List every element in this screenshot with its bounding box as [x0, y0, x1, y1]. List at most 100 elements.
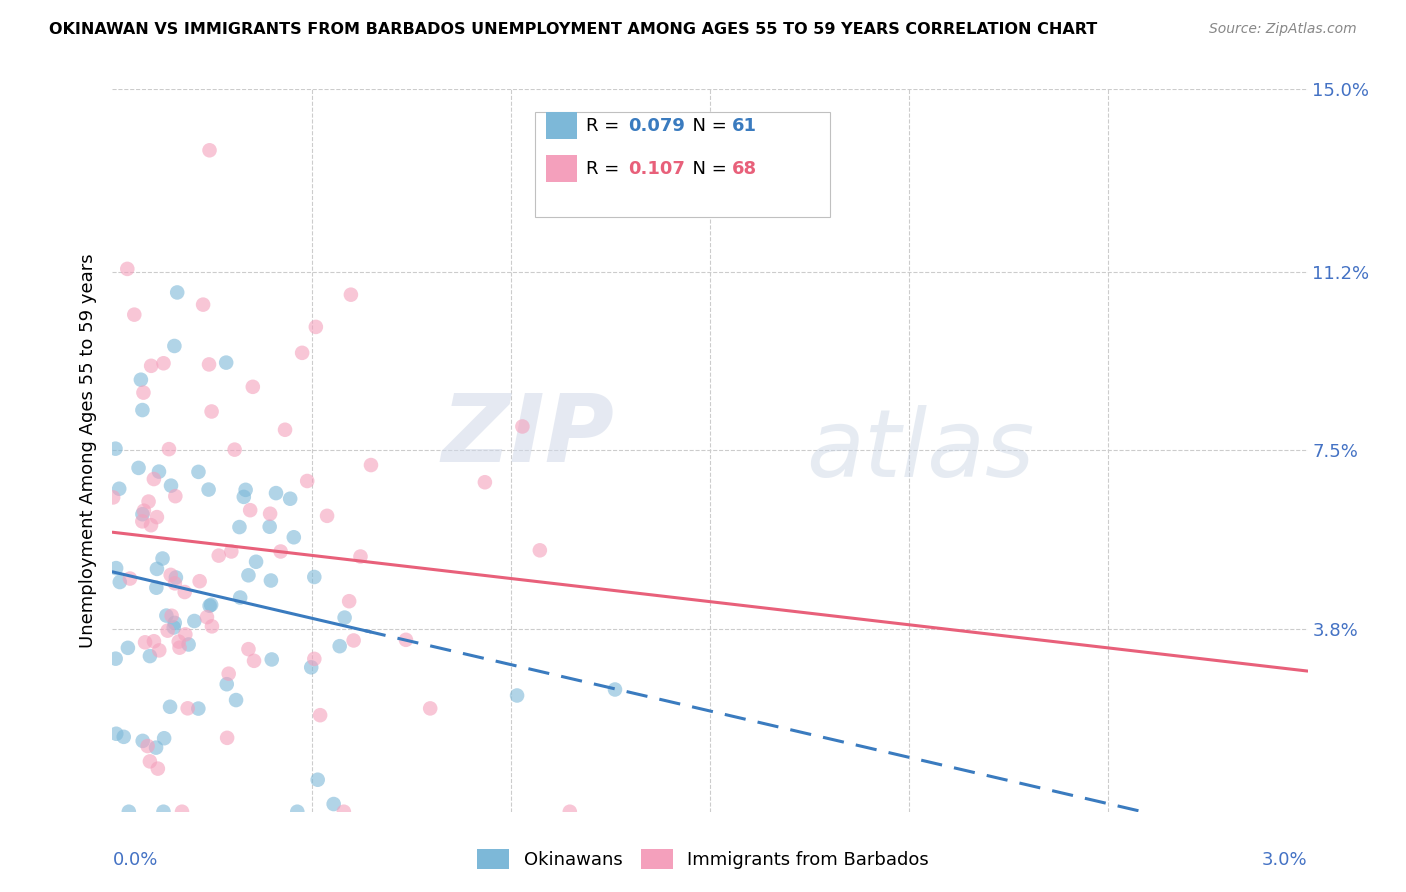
Point: [136, 739, 159, 753]
Point: [131, 734, 153, 748]
Point: [198, 358, 221, 372]
Point: [148, 643, 170, 657]
Point: [238, 568, 260, 582]
Point: [138, 494, 160, 508]
Point: [118, 572, 141, 586]
Point: [215, 356, 238, 370]
Point: [155, 608, 177, 623]
Point: [195, 610, 218, 624]
Point: [333, 805, 356, 819]
Point: [191, 298, 214, 312]
Point: [270, 544, 292, 558]
Point: [232, 490, 254, 504]
Text: Source: ZipAtlas.com: Source: ZipAtlas.com: [1209, 22, 1357, 37]
Point: [167, 634, 190, 648]
Point: [152, 551, 174, 566]
Point: [163, 620, 186, 634]
Point: [299, 660, 322, 674]
Point: [229, 591, 252, 605]
Point: [145, 581, 167, 595]
Point: [132, 504, 155, 518]
Point: [198, 599, 221, 613]
Text: atlas: atlas: [806, 405, 1033, 496]
Point: [187, 465, 209, 479]
Point: [198, 143, 221, 157]
Point: [259, 507, 281, 521]
Point: [291, 346, 314, 360]
Point: [225, 693, 247, 707]
Point: [176, 701, 198, 715]
Text: R =: R =: [586, 117, 624, 135]
Point: [145, 740, 167, 755]
Point: [163, 339, 186, 353]
Point: [131, 515, 153, 529]
Point: [146, 510, 169, 524]
Point: [174, 627, 197, 641]
Point: [148, 465, 170, 479]
Point: [183, 614, 205, 628]
Text: 0.107: 0.107: [627, 160, 685, 178]
Point: [304, 570, 326, 584]
Text: OKINAWAN VS IMMIGRANTS FROM BARBADOS UNEMPLOYMENT AMONG AGES 55 TO 59 YEARS CORR: OKINAWAN VS IMMIGRANTS FROM BARBADOS UNE…: [49, 22, 1098, 37]
Point: [333, 610, 356, 624]
Point: [322, 797, 344, 811]
Point: [139, 755, 162, 769]
Point: [218, 666, 240, 681]
Point: [243, 654, 266, 668]
Point: [141, 359, 163, 373]
Point: [153, 731, 176, 746]
Point: [101, 491, 124, 505]
Point: [239, 503, 262, 517]
Point: [112, 730, 135, 744]
Point: [105, 561, 128, 575]
Text: 0.079: 0.079: [627, 117, 685, 135]
Point: [260, 574, 283, 588]
Point: [173, 585, 195, 599]
Point: [200, 404, 222, 418]
Point: [163, 615, 186, 630]
Point: [139, 649, 162, 664]
Point: [260, 652, 283, 666]
Point: [104, 442, 127, 456]
Point: [177, 638, 200, 652]
Point: [142, 472, 165, 486]
Point: [283, 530, 305, 544]
Point: [117, 261, 139, 276]
Point: [603, 682, 626, 697]
Legend: Okinawans, Immigrants from Barbados: Okinawans, Immigrants from Barbados: [468, 839, 938, 879]
Point: [215, 677, 238, 691]
Text: N =: N =: [682, 160, 733, 178]
Point: [159, 699, 181, 714]
Point: [163, 576, 186, 591]
Point: [169, 640, 191, 655]
Point: [529, 543, 551, 558]
Point: [170, 805, 193, 819]
Point: [157, 442, 180, 457]
Point: [316, 508, 339, 523]
Text: 0.0%: 0.0%: [112, 851, 157, 869]
Point: [285, 805, 308, 819]
Point: [152, 356, 174, 370]
Point: [104, 651, 127, 665]
Point: [329, 639, 352, 653]
Point: [474, 475, 496, 490]
Text: 3.0%: 3.0%: [1263, 851, 1308, 869]
Point: [132, 385, 155, 400]
Point: [360, 458, 382, 472]
Point: [217, 731, 239, 745]
Point: [238, 642, 260, 657]
Point: [166, 285, 188, 300]
Point: [242, 380, 264, 394]
Point: [165, 489, 187, 503]
Point: [131, 403, 153, 417]
Point: [340, 287, 363, 301]
Point: [201, 619, 224, 633]
Point: [188, 574, 211, 589]
Point: [152, 805, 174, 819]
Point: [129, 373, 152, 387]
Point: [124, 308, 146, 322]
Point: [131, 507, 153, 521]
Point: [105, 727, 128, 741]
Point: [146, 562, 169, 576]
Point: [337, 594, 360, 608]
